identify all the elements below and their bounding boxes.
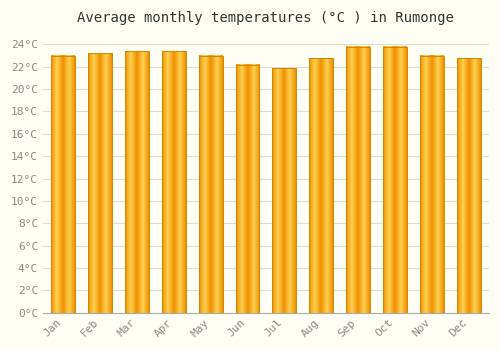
Title: Average monthly temperatures (°C ) in Rumonge: Average monthly temperatures (°C ) in Ru… xyxy=(78,11,454,25)
Bar xyxy=(309,58,333,313)
Bar xyxy=(236,64,260,313)
Bar xyxy=(272,68,296,313)
Bar xyxy=(198,56,222,313)
Bar xyxy=(88,53,112,313)
Bar xyxy=(346,47,370,313)
Bar xyxy=(456,58,480,313)
Bar xyxy=(162,51,186,313)
Bar xyxy=(383,47,407,313)
Bar xyxy=(52,56,75,313)
Bar xyxy=(125,51,149,313)
Bar xyxy=(420,56,444,313)
